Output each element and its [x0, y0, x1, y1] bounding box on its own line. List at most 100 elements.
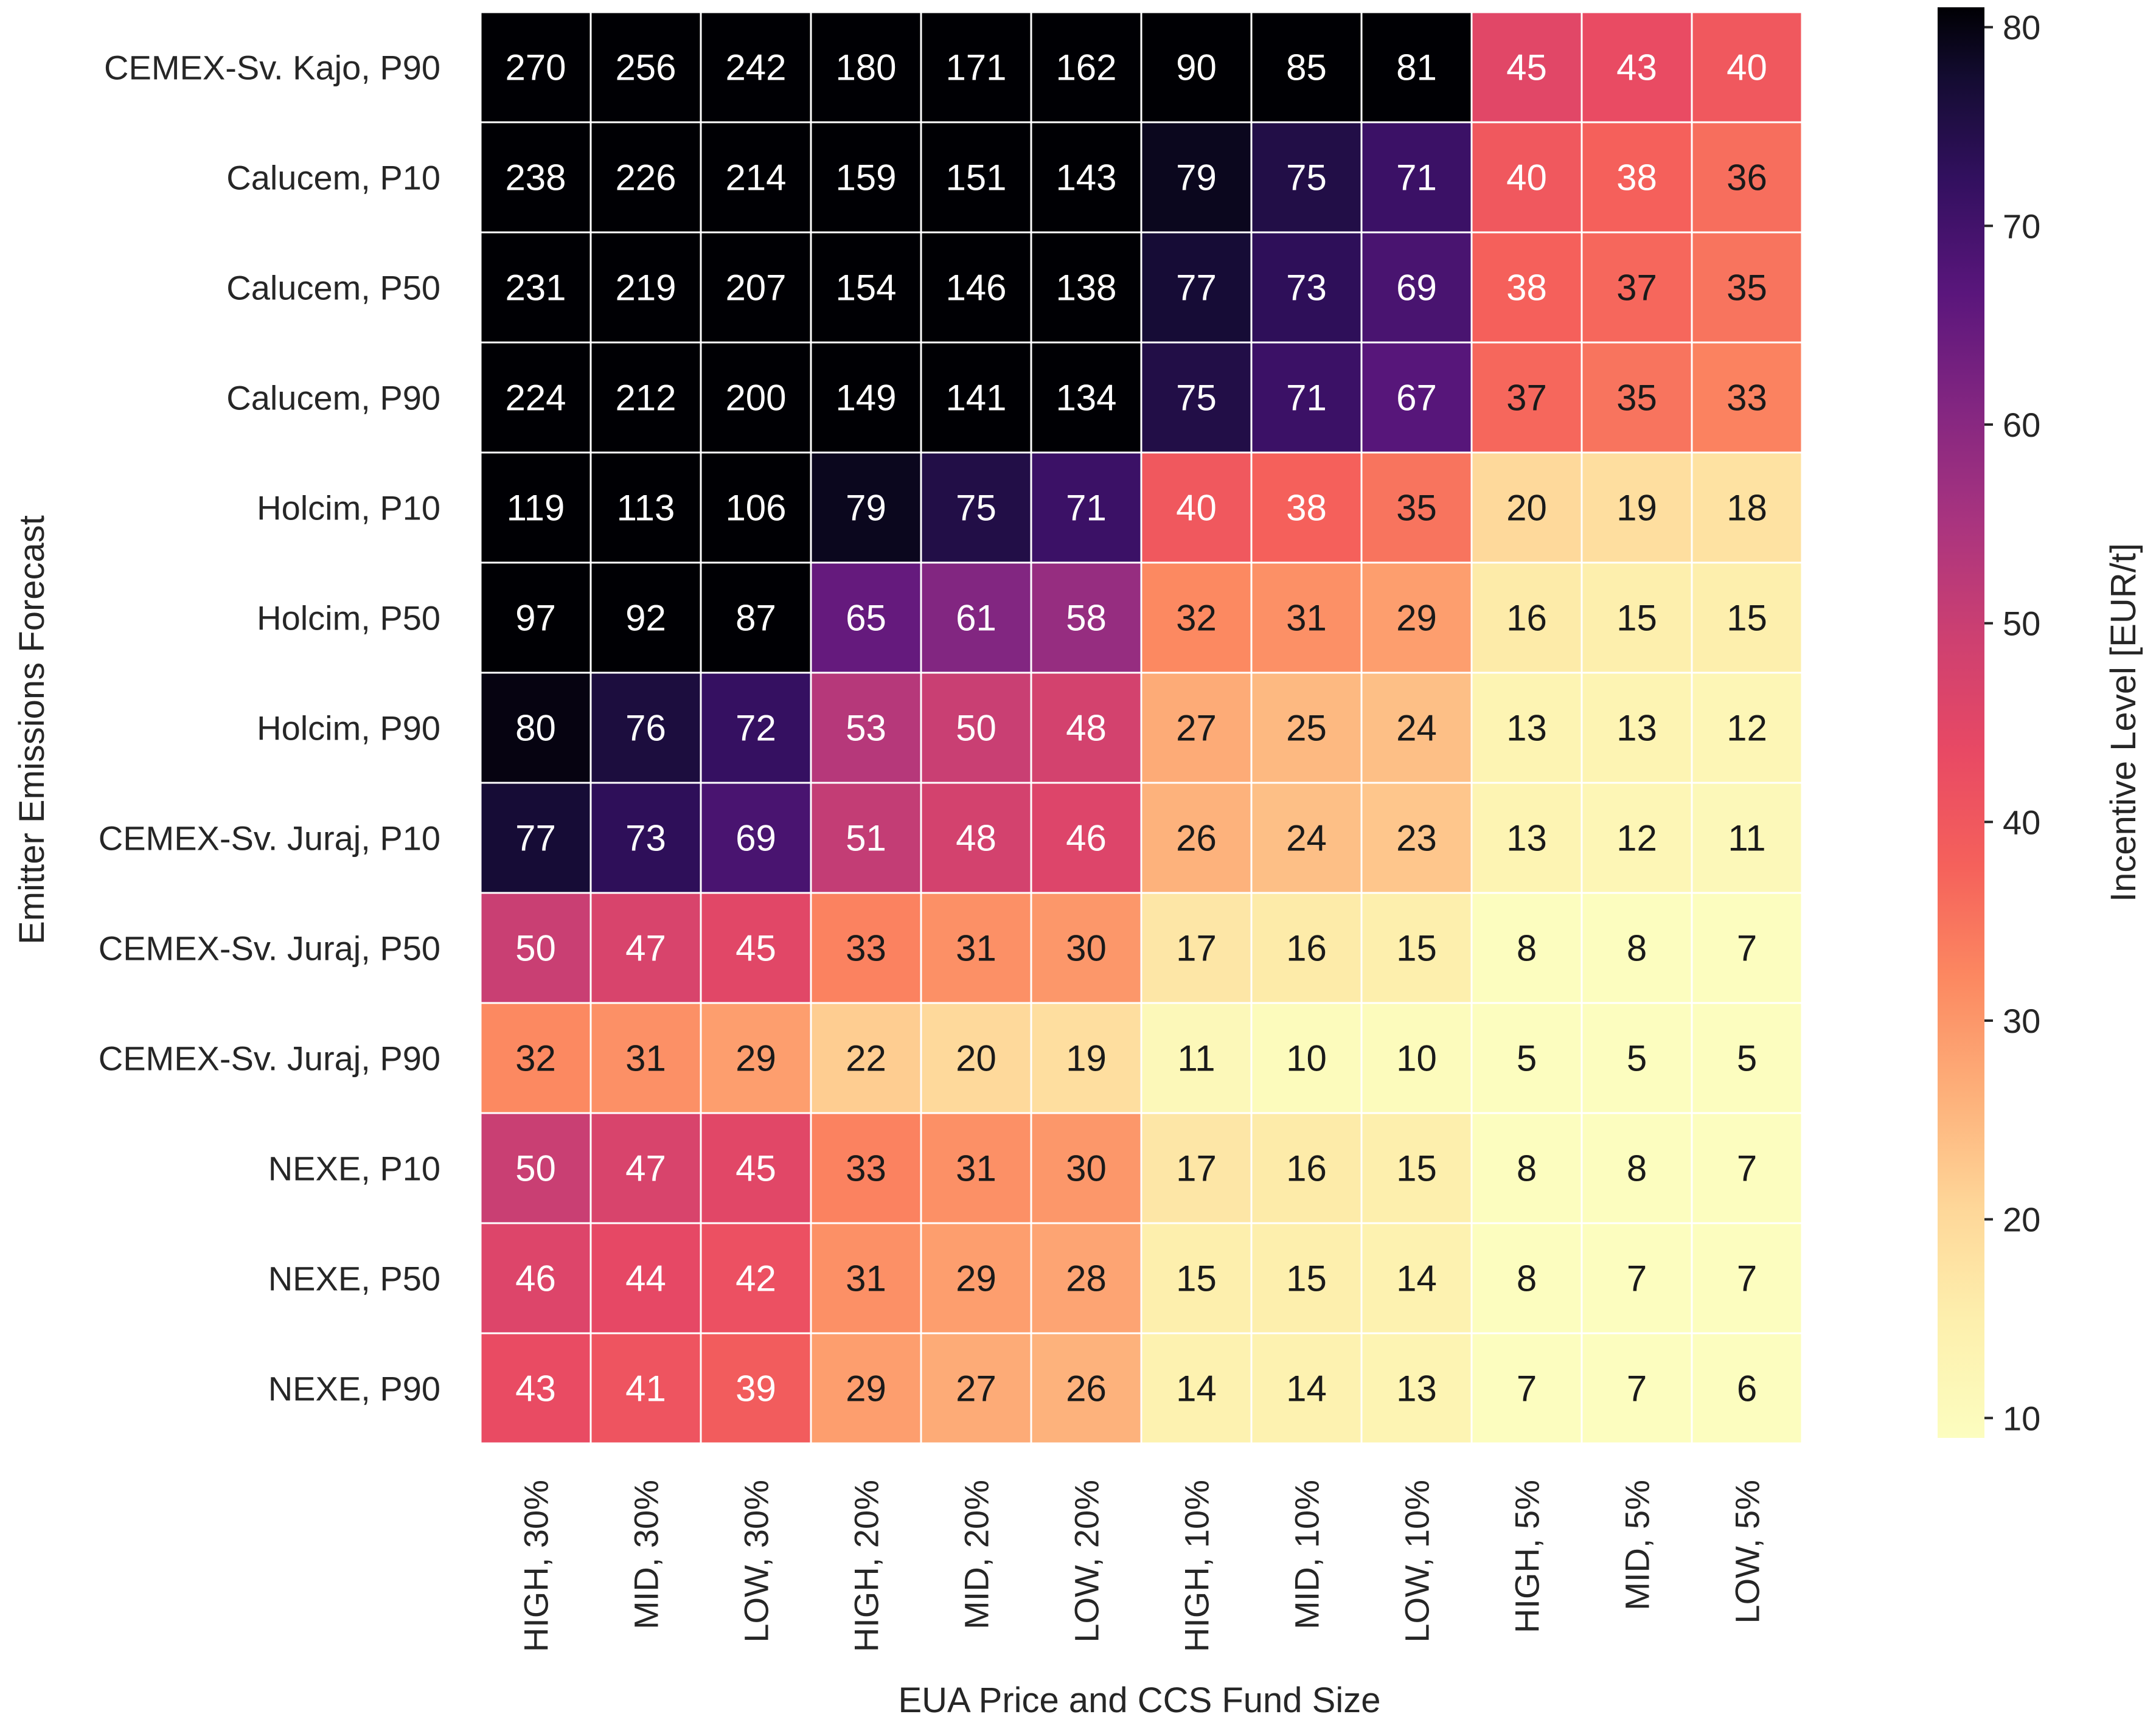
cell-value-label: 7 — [1737, 1148, 1757, 1189]
cell-value-label: 73 — [1286, 268, 1327, 308]
cell-value-label: 11 — [1177, 1038, 1215, 1079]
y-tick-label: CEMEX-Sv. Juraj, P90 — [99, 1039, 440, 1078]
colorbar-tick-label: 40 — [2003, 803, 2040, 841]
cell-value-label: 43 — [1616, 47, 1657, 88]
cell-value-label: 113 — [617, 488, 675, 529]
x-tick-labels: HIGH, 30% MID, 30% LOW, 30% HIGH, 20% MID, 2… — [517, 1480, 1767, 1652]
heatmap-cell — [1360, 671, 1473, 784]
heatmap-cell — [810, 561, 922, 674]
cell-value-label: 58 — [1066, 598, 1107, 639]
heatmap-cell — [1140, 1332, 1253, 1445]
heatmap-cell — [589, 11, 702, 123]
cell-value-label: 23 — [1396, 818, 1437, 859]
cell-value-label: 13 — [1396, 1369, 1437, 1409]
heatmap-cell — [1030, 561, 1142, 674]
cell-value-label: 7 — [1627, 1369, 1647, 1409]
y-tick-label: CEMEX-Sv. Juraj, P50 — [99, 929, 440, 968]
cell-value-label: 47 — [625, 1148, 666, 1189]
x-tick-label: HIGH, 30% — [517, 1480, 555, 1652]
heatmap-cell — [1250, 1002, 1363, 1114]
heatmap-cell — [1691, 671, 1803, 784]
cell-value-label: 214 — [725, 158, 786, 198]
cell-value-label: 22 — [846, 1038, 886, 1079]
cell-value-label: 15 — [1396, 928, 1437, 969]
cell-value-label: 8 — [1627, 928, 1647, 969]
x-tick-label: HIGH, 10% — [1178, 1480, 1216, 1652]
colorbar: 10 20 30 40 50 60 70 80 Incentive Level [EUR/t] — [1938, 7, 2143, 1438]
cell-value-label: 31 — [956, 928, 996, 969]
heatmap-cell — [1250, 11, 1363, 123]
heatmap-cell — [1580, 1332, 1693, 1445]
heatmap-cell — [810, 341, 922, 454]
heatmap-cell — [920, 231, 1032, 344]
cell-value-label: 224 — [505, 378, 566, 418]
cell-value-label: 33 — [1727, 378, 1767, 418]
heatmap-cell — [479, 892, 592, 1004]
cell-value-label: 50 — [956, 708, 996, 749]
cell-value-label: 31 — [956, 1148, 996, 1189]
cell-value-label: 44 — [625, 1258, 666, 1299]
cell-value-label: 14 — [1396, 1258, 1437, 1299]
cell-value-label: 146 — [945, 268, 1006, 308]
cell-value-label: 226 — [615, 158, 676, 198]
heatmap-cell — [1250, 561, 1363, 674]
heatmap-cell — [1360, 892, 1473, 1004]
cell-value-label: 81 — [1396, 47, 1437, 88]
x-tick-label: LOW, 20% — [1068, 1480, 1106, 1643]
cell-value-label: 7 — [1737, 928, 1757, 969]
x-tick-label: LOW, 30% — [737, 1480, 776, 1643]
heatmap-cell — [920, 1002, 1032, 1114]
cell-value-label: 46 — [1066, 818, 1107, 859]
cell-value-label: 40 — [1176, 488, 1217, 529]
heatmap-cell — [700, 892, 812, 1004]
cell-value-label: 20 — [956, 1038, 996, 1079]
y-tick-label: CEMEX-Sv. Juraj, P10 — [99, 819, 440, 858]
cell-value-label: 50 — [515, 1148, 556, 1189]
cell-value-label: 37 — [1616, 268, 1657, 308]
cell-value-label: 138 — [1055, 268, 1116, 308]
colorbar-tick-label: 30 — [2003, 1002, 2040, 1040]
cell-value-label: 31 — [846, 1258, 886, 1299]
cell-value-label: 27 — [956, 1369, 996, 1409]
heatmap-cell — [1580, 121, 1693, 234]
y-axis-title: Emitter Emissions Forecast — [12, 515, 52, 945]
heatmap-cell — [810, 1332, 922, 1445]
cell-value-label: 200 — [725, 378, 786, 418]
cell-value-label: 12 — [1727, 708, 1767, 749]
cell-value-label: 33 — [846, 1148, 886, 1189]
cell-value-label: 35 — [1616, 378, 1657, 418]
heatmap-cell — [479, 671, 592, 784]
heatmap-cell — [700, 671, 812, 784]
cell-value-label: 162 — [1055, 47, 1116, 88]
heatmap-cell — [920, 121, 1032, 234]
heatmap-cell — [810, 121, 922, 234]
cell-value-label: 256 — [615, 47, 676, 88]
heatmap-cell — [1250, 451, 1363, 564]
heatmap-cell — [1691, 231, 1803, 344]
cell-value-label: 73 — [625, 818, 666, 859]
cell-value-label: 45 — [1506, 47, 1547, 88]
cell-value-label: 48 — [1066, 708, 1107, 749]
cell-value-label: 38 — [1286, 488, 1327, 529]
cell-value-label: 13 — [1616, 708, 1657, 749]
heatmap-cell — [1691, 11, 1803, 123]
x-tick-label: HIGH, 5% — [1508, 1480, 1546, 1633]
heatmap-cell — [700, 1332, 812, 1445]
cell-value-label: 77 — [515, 818, 556, 859]
cell-value-label: 159 — [835, 158, 896, 198]
cell-value-label: 19 — [1616, 488, 1657, 529]
cell-value-label: 134 — [1055, 378, 1116, 418]
cell-value-label: 5 — [1737, 1038, 1757, 1079]
heatmap-cell — [1140, 561, 1253, 674]
cell-value-label: 29 — [956, 1258, 996, 1299]
cell-value-label: 29 — [1396, 598, 1437, 639]
heatmap-cell — [1030, 121, 1142, 234]
cell-value-label: 77 — [1176, 268, 1217, 308]
heatmap-cell — [589, 1222, 702, 1334]
cell-value-label: 143 — [1055, 158, 1116, 198]
heatmap-cells — [479, 11, 1803, 1445]
colorbar-tick-label: 70 — [2003, 207, 2040, 245]
heatmap-cell — [1470, 121, 1583, 234]
heatmap-cell — [1470, 782, 1583, 894]
heatmap-cell — [479, 11, 592, 123]
